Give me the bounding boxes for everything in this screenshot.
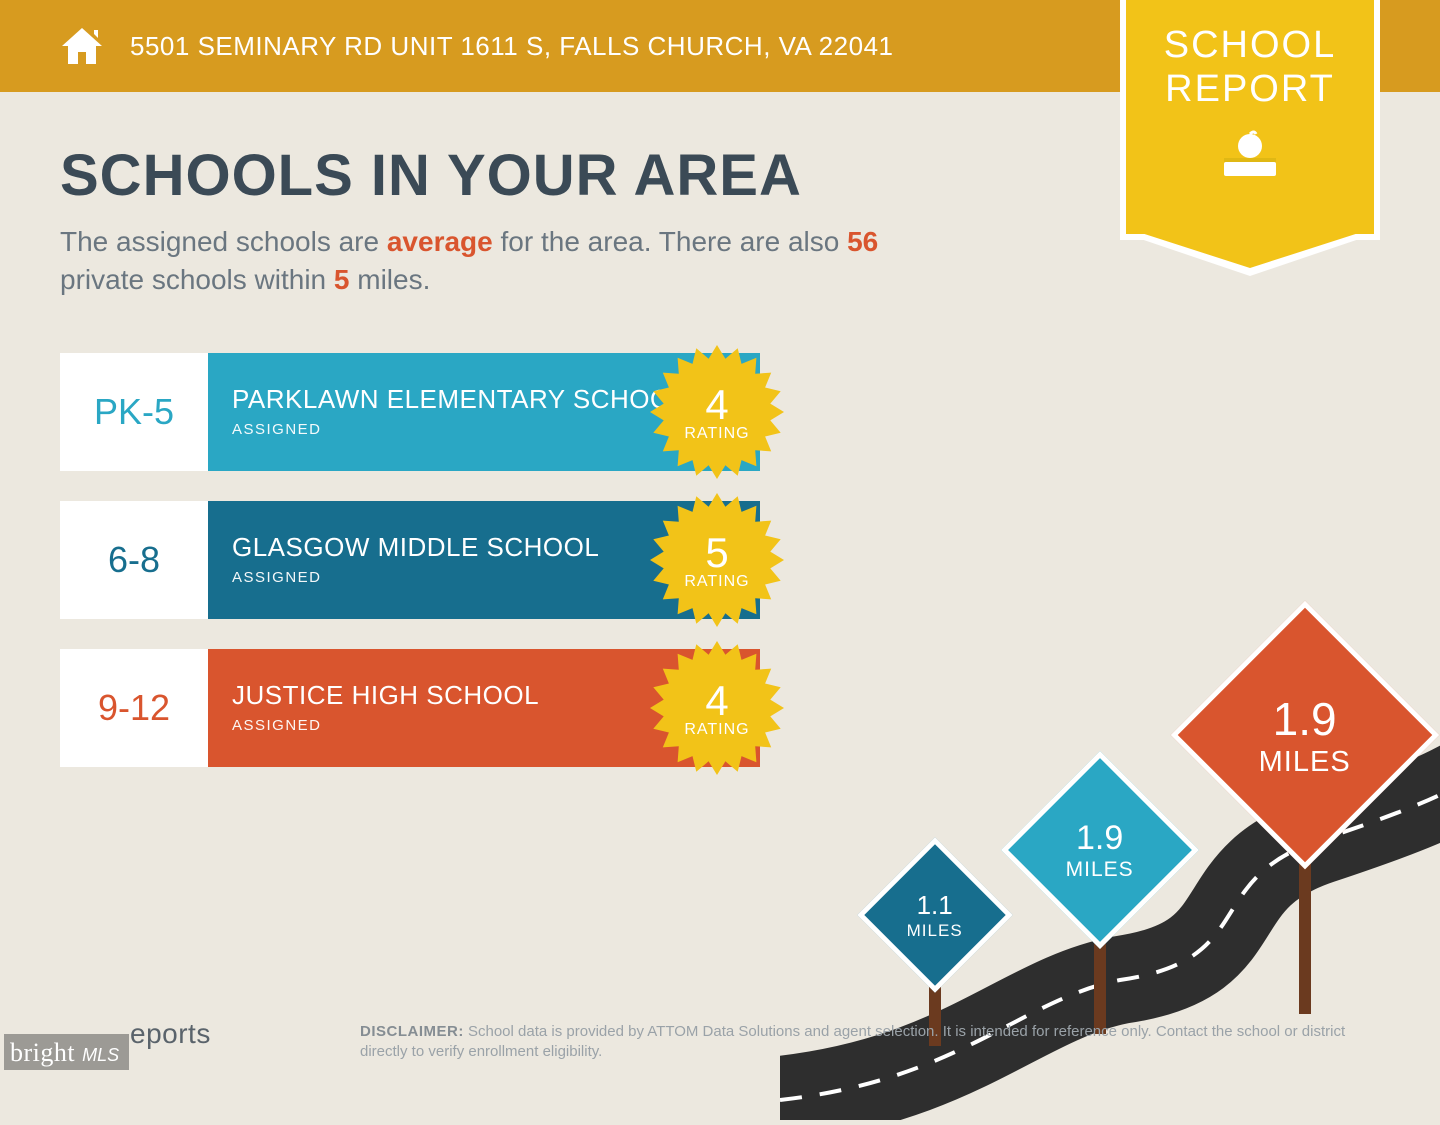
rating-burst: 4 RATING — [650, 641, 784, 775]
rating-value: 4 — [705, 677, 728, 725]
rating-label: RATING — [684, 573, 749, 591]
rating-label: RATING — [684, 425, 749, 443]
watermark: bright MLS — [4, 1034, 129, 1070]
schools-list: PK-5 PARKLAWN ELEMENTARY SCHOOL ASSIGNED… — [60, 353, 760, 767]
badge-line2: REPORT — [1120, 68, 1380, 112]
distance-sign: 1.1 MILES — [880, 860, 990, 970]
rating-label: RATING — [684, 721, 749, 739]
rating-value: 5 — [705, 529, 728, 577]
quality-highlight: average — [387, 226, 493, 257]
distance-unit: MILES — [907, 921, 963, 941]
rating-burst: 5 RATING — [650, 493, 784, 627]
distance-value: 1.1 — [907, 890, 963, 921]
sign-diamond: 1.9 MILES — [1001, 751, 1199, 949]
disclaimer: DISCLAIMER: School data is provided by A… — [360, 1022, 1380, 1063]
reports-label: eports — [130, 1018, 211, 1050]
sign-post — [1094, 864, 1106, 1034]
home-icon — [58, 22, 106, 70]
distance-sign: 1.9 MILES — [1030, 780, 1170, 920]
distance-value: 1.9 — [1066, 819, 1134, 858]
subtitle: The assigned schools are average for the… — [60, 223, 960, 299]
rating-burst: 4 RATING — [650, 345, 784, 479]
badge-line1: SCHOOL — [1120, 24, 1380, 68]
apple-book-icon — [1218, 130, 1282, 186]
count-highlight: 56 — [847, 226, 878, 257]
school-row: PK-5 PARKLAWN ELEMENTARY SCHOOL ASSIGNED… — [60, 353, 760, 471]
school-row: 6-8 GLASGOW MIDDLE SCHOOL ASSIGNED 5 RAT… — [60, 501, 760, 619]
distance-unit: MILES — [1066, 858, 1134, 882]
school-report-badge: SCHOOL REPORT — [1120, 0, 1380, 240]
grades-box: 9-12 — [60, 649, 208, 767]
rating-value: 4 — [705, 381, 728, 429]
miles-highlight: 5 — [334, 264, 350, 295]
grades-box: 6-8 — [60, 501, 208, 619]
disclaimer-label: DISCLAIMER: — [360, 1023, 464, 1040]
grades-box: PK-5 — [60, 353, 208, 471]
school-row: 9-12 JUSTICE HIGH SCHOOL ASSIGNED 4 RATI… — [60, 649, 760, 767]
sign-post — [1299, 754, 1311, 1014]
sign-diamond: 1.1 MILES — [857, 837, 1013, 993]
address-text: 5501 SEMINARY RD UNIT 1611 S, FALLS CHUR… — [130, 31, 893, 62]
